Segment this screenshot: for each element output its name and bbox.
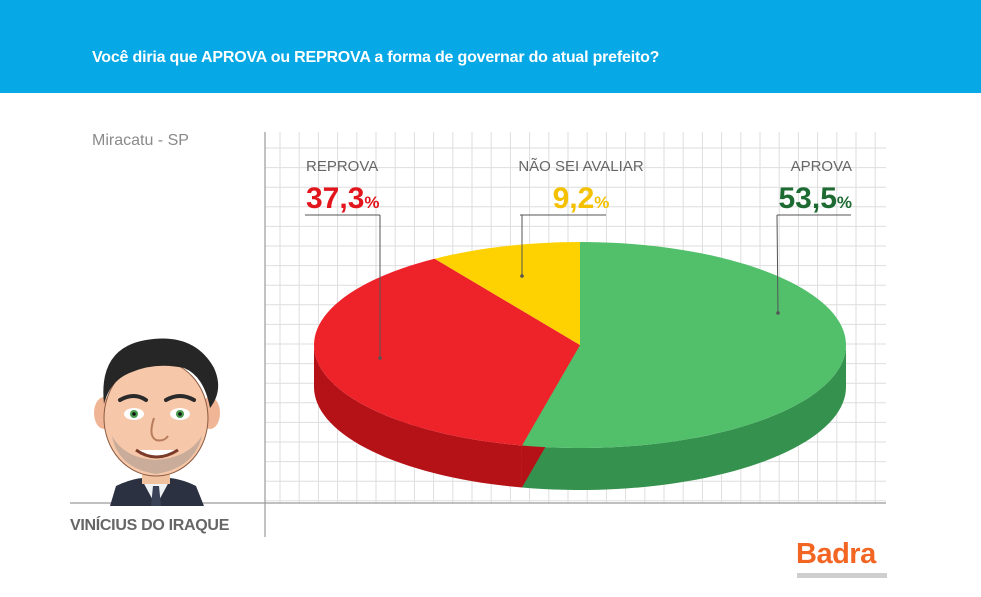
slice-value-aprova: 53,5%	[778, 182, 852, 215]
pie-tops	[314, 242, 846, 448]
logo-text: Badra	[796, 538, 876, 570]
slice-labels: APROVA 53,5% REPROVA 37,3% NÃO SEI AVALIAR 9,…	[306, 158, 852, 215]
leader-line	[776, 214, 779, 314]
slice-label-aprova: APROVA	[791, 158, 852, 175]
leader-dot	[776, 311, 780, 315]
leader-dot	[520, 274, 524, 278]
slice-label-n-o-sei-avaliar: NÃO SEI AVALIAR	[518, 158, 643, 175]
avatar-tie	[151, 486, 161, 506]
person-name: VINÍCIUS DO IRAQUE	[70, 517, 230, 534]
location-label: Miracatu - SP	[92, 132, 189, 149]
leader-lines	[305, 214, 851, 360]
pie-side-reprova	[314, 345, 522, 488]
avatar	[94, 338, 220, 506]
slice-label-reprova: REPROVA	[306, 158, 378, 175]
survey-question: Você diria que APROVA ou REPROVA a forma…	[92, 49, 660, 66]
pie-slice-aprova	[521, 242, 846, 448]
header-bar	[0, 0, 981, 93]
avatar-hair	[103, 338, 219, 408]
slice-value-reprova: 37,3%	[306, 182, 380, 215]
brand-logo: Badra	[796, 538, 888, 582]
pie-side-aprova	[521, 345, 846, 490]
pie-slice-n-o-sei-avaliar	[434, 242, 580, 345]
leader-dot	[378, 356, 382, 360]
slice-value-n-o-sei-avaliar: 9,2%	[553, 182, 610, 215]
logo-underline	[797, 573, 887, 578]
